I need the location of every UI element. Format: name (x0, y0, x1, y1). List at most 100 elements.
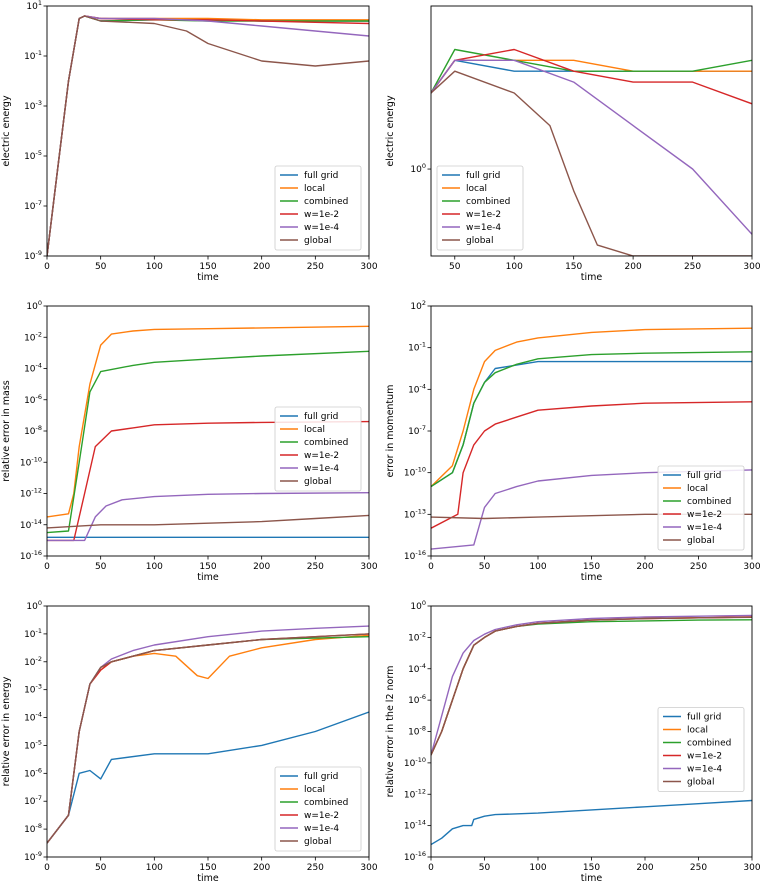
series-line-global (431, 616, 752, 756)
x-tick-label: 150 (583, 562, 600, 572)
chart-panel-4: 0 50 100 150 200 250 300 102 10-1 10-4 10-7 10-10 10… (385, 299, 761, 583)
y-tick-label: 10-1 (24, 49, 42, 62)
y-axis-label: electric energy (385, 95, 396, 167)
series-line-combined (431, 351, 752, 488)
y-tick-label: 10-14 (404, 819, 426, 832)
y-tick-label: 10-4 (24, 362, 42, 375)
x-tick-label: 250 (684, 262, 701, 272)
x-tick-label: 100 (529, 562, 546, 572)
legend-label: w=1e-4 (304, 464, 339, 474)
legend-label: w=1e-4 (304, 824, 339, 834)
y-tick-label: 10-6 (24, 393, 42, 406)
legend: full grid local combined w=1e-2 w=1e-4 global (274, 165, 362, 251)
x-tick-label: 150 (583, 863, 600, 873)
legend-box (657, 465, 745, 551)
series-line-full grid (47, 711, 369, 844)
y-tick-label: 10-9 (24, 850, 42, 863)
legend-label: combined (466, 197, 510, 207)
y-tick-label: 10-10 (404, 756, 426, 769)
legend: full grid local combined w=1e-2 w=1e-4 global (436, 165, 524, 251)
y-tick-label: 100 (410, 599, 426, 612)
x-axis-label: time (197, 272, 219, 283)
legend-label: global (687, 536, 714, 546)
x-tick-label: 150 (199, 863, 216, 873)
x-tick-label: 200 (253, 863, 270, 873)
x-tick-label: 250 (307, 863, 324, 873)
x-tick-label: 300 (743, 262, 760, 272)
y-tick-label: 10-1 (408, 341, 426, 354)
x-tick-label: 0 (428, 562, 434, 572)
legend-label: w=1e-4 (687, 765, 722, 775)
x-tick-label: 0 (44, 863, 50, 873)
x-tick-label: 200 (636, 863, 653, 873)
y-tick-label: 10-5 (24, 738, 42, 751)
legend-label: full grid (304, 772, 338, 782)
x-tick-label: 50 (95, 863, 107, 873)
y-tick-label: 102 (410, 299, 426, 312)
legend-label: w=1e-2 (304, 210, 339, 220)
x-tick-label: 100 (506, 262, 523, 272)
legend-box (274, 165, 362, 251)
y-tick-label: 10-16 (404, 850, 426, 863)
y-tick-label: 10-2 (24, 330, 42, 343)
legend-label: combined (304, 798, 348, 808)
series-line-local (431, 327, 752, 488)
legend-label: w=1e-2 (304, 451, 339, 461)
legend-label: global (304, 236, 331, 246)
legend: full grid local combined w=1e-2 w=1e-4 global (274, 406, 362, 492)
y-tick-label: 10-6 (24, 766, 42, 779)
series-line-w=1e-2 (47, 420, 369, 542)
x-tick-label: 150 (199, 262, 216, 272)
y-tick-label: 10-3 (24, 99, 42, 112)
x-tick-label: 150 (199, 562, 216, 572)
series-line-global (47, 633, 369, 844)
y-axis-label: relative error in mass (1, 380, 12, 482)
x-tick-label: 300 (360, 863, 377, 873)
legend: full grid local combined w=1e-2 w=1e-4 global (657, 707, 745, 792)
legend-box (274, 766, 362, 852)
legend: full grid local combined w=1e-2 w=1e-4 global (657, 465, 745, 551)
legend-label: w=1e-4 (687, 523, 722, 533)
series-line-local (47, 325, 369, 518)
x-tick-label: 50 (479, 562, 491, 572)
y-tick-label: 10-16 (20, 549, 42, 562)
chart-panel-5: 0 50 100 150 200 250 300 100 10-1 10-2 10-3 10-4 10-… (1, 599, 378, 884)
legend-label: w=1e-2 (304, 811, 339, 821)
series-line-w=1e-2 (431, 401, 752, 529)
x-tick-label: 50 (95, 262, 107, 272)
y-tick-label: 10-9 (24, 249, 42, 262)
series-line-w=1e-4 (431, 59, 752, 235)
y-tick-label: 10-12 (404, 787, 426, 800)
legend-label: w=1e-2 (687, 510, 722, 520)
y-tick-label: 10-8 (24, 424, 42, 437)
y-tick-label: 10-7 (24, 794, 42, 807)
x-tick-label: 300 (743, 863, 760, 873)
x-tick-label: 50 (449, 262, 461, 272)
legend-label: w=1e-2 (466, 210, 501, 220)
y-tick-label: 10-10 (404, 466, 426, 479)
y-tick-label: 10-1 (24, 627, 42, 640)
legend-label: global (304, 837, 331, 847)
x-tick-label: 200 (625, 262, 642, 272)
legend-label: full grid (687, 471, 721, 481)
y-tick-label: 10-13 (404, 507, 426, 520)
legend-box (274, 406, 362, 492)
chart-panel-1: 0 50 100 150 200 250 300 101 10-1 10-3 10-5 10-7 10-… (1, 0, 378, 283)
y-axis-label: electric energy (1, 95, 12, 167)
legend-label: local (304, 425, 325, 435)
x-tick-label: 200 (253, 562, 270, 572)
legend-label: local (687, 726, 708, 736)
legend-label: w=1e-4 (304, 223, 339, 233)
series-line-combined (47, 350, 369, 534)
y-tick-label: 10-2 (24, 655, 42, 668)
series-line-w=1e-4 (431, 469, 752, 550)
legend-label: full grid (687, 713, 721, 723)
legend-label: global (466, 236, 493, 246)
x-tick-label: 100 (146, 562, 163, 572)
y-tick-label: 10-8 (408, 725, 426, 738)
y-tick-label: 10-12 (20, 487, 42, 500)
y-tick-label: 100 (26, 299, 42, 312)
x-tick-label: 0 (44, 562, 50, 572)
x-tick-label: 100 (146, 863, 163, 873)
